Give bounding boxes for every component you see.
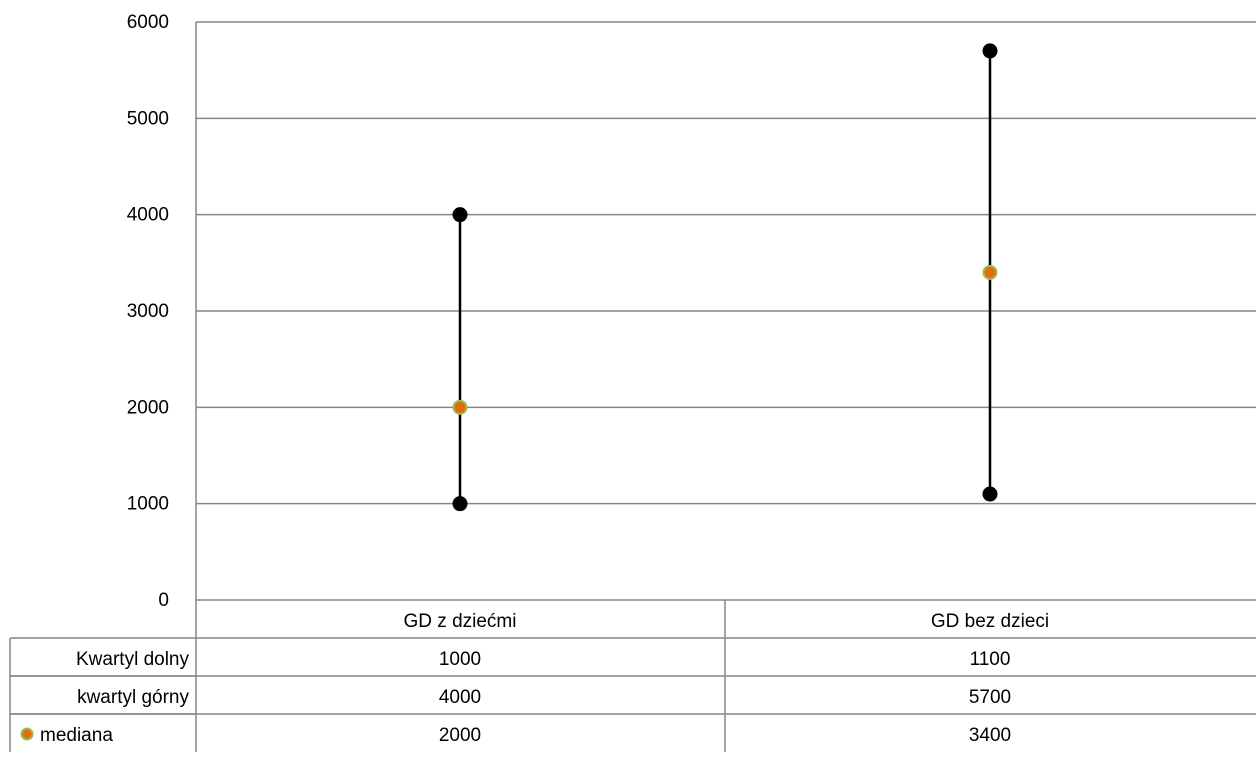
marker-kwartyl-gorny: [453, 207, 468, 222]
y-tick-label: 2000: [127, 397, 169, 418]
gridlines: [196, 22, 1256, 504]
y-tick-label: 3000: [127, 301, 169, 322]
marker-kwartyl-dolny: [453, 496, 468, 511]
table-cell-value: 1000: [439, 649, 481, 670]
y-tick-label: 1000: [127, 494, 169, 515]
y-tick-label: 5000: [127, 108, 169, 129]
y-tick-label: 6000: [127, 12, 169, 33]
table-cell-value: 3400: [969, 725, 1011, 746]
category-label: GD z dziećmi: [404, 611, 517, 632]
data-table: GD z dziećmi GD bez dzieci Kwartyl dolny 10…: [10, 600, 1256, 752]
category-label: GD bez dzieci: [931, 611, 1049, 632]
data-markers: [453, 43, 998, 511]
y-tick-label: 4000: [127, 205, 169, 226]
table-row-label: kwartyl górny: [77, 687, 189, 708]
marker-mediana: [984, 266, 997, 279]
table-cell-value: 4000: [439, 687, 481, 708]
table-cell-value: 2000: [439, 725, 481, 746]
table-cell-value: 1100: [970, 649, 1011, 670]
table-row-label: mediana: [40, 725, 113, 746]
marker-mediana: [454, 401, 467, 414]
y-tick-label: 0: [158, 590, 169, 611]
table-cell-value: 5700: [969, 687, 1011, 708]
marker-kwartyl-dolny: [983, 487, 998, 502]
legend-key-mediana: [22, 729, 33, 740]
marker-kwartyl-gorny: [983, 43, 998, 58]
y-axis-tick-labels: 0 1000 2000 3000 4000 5000 6000: [127, 12, 169, 611]
table-row-label: Kwartyl dolny: [76, 649, 189, 670]
